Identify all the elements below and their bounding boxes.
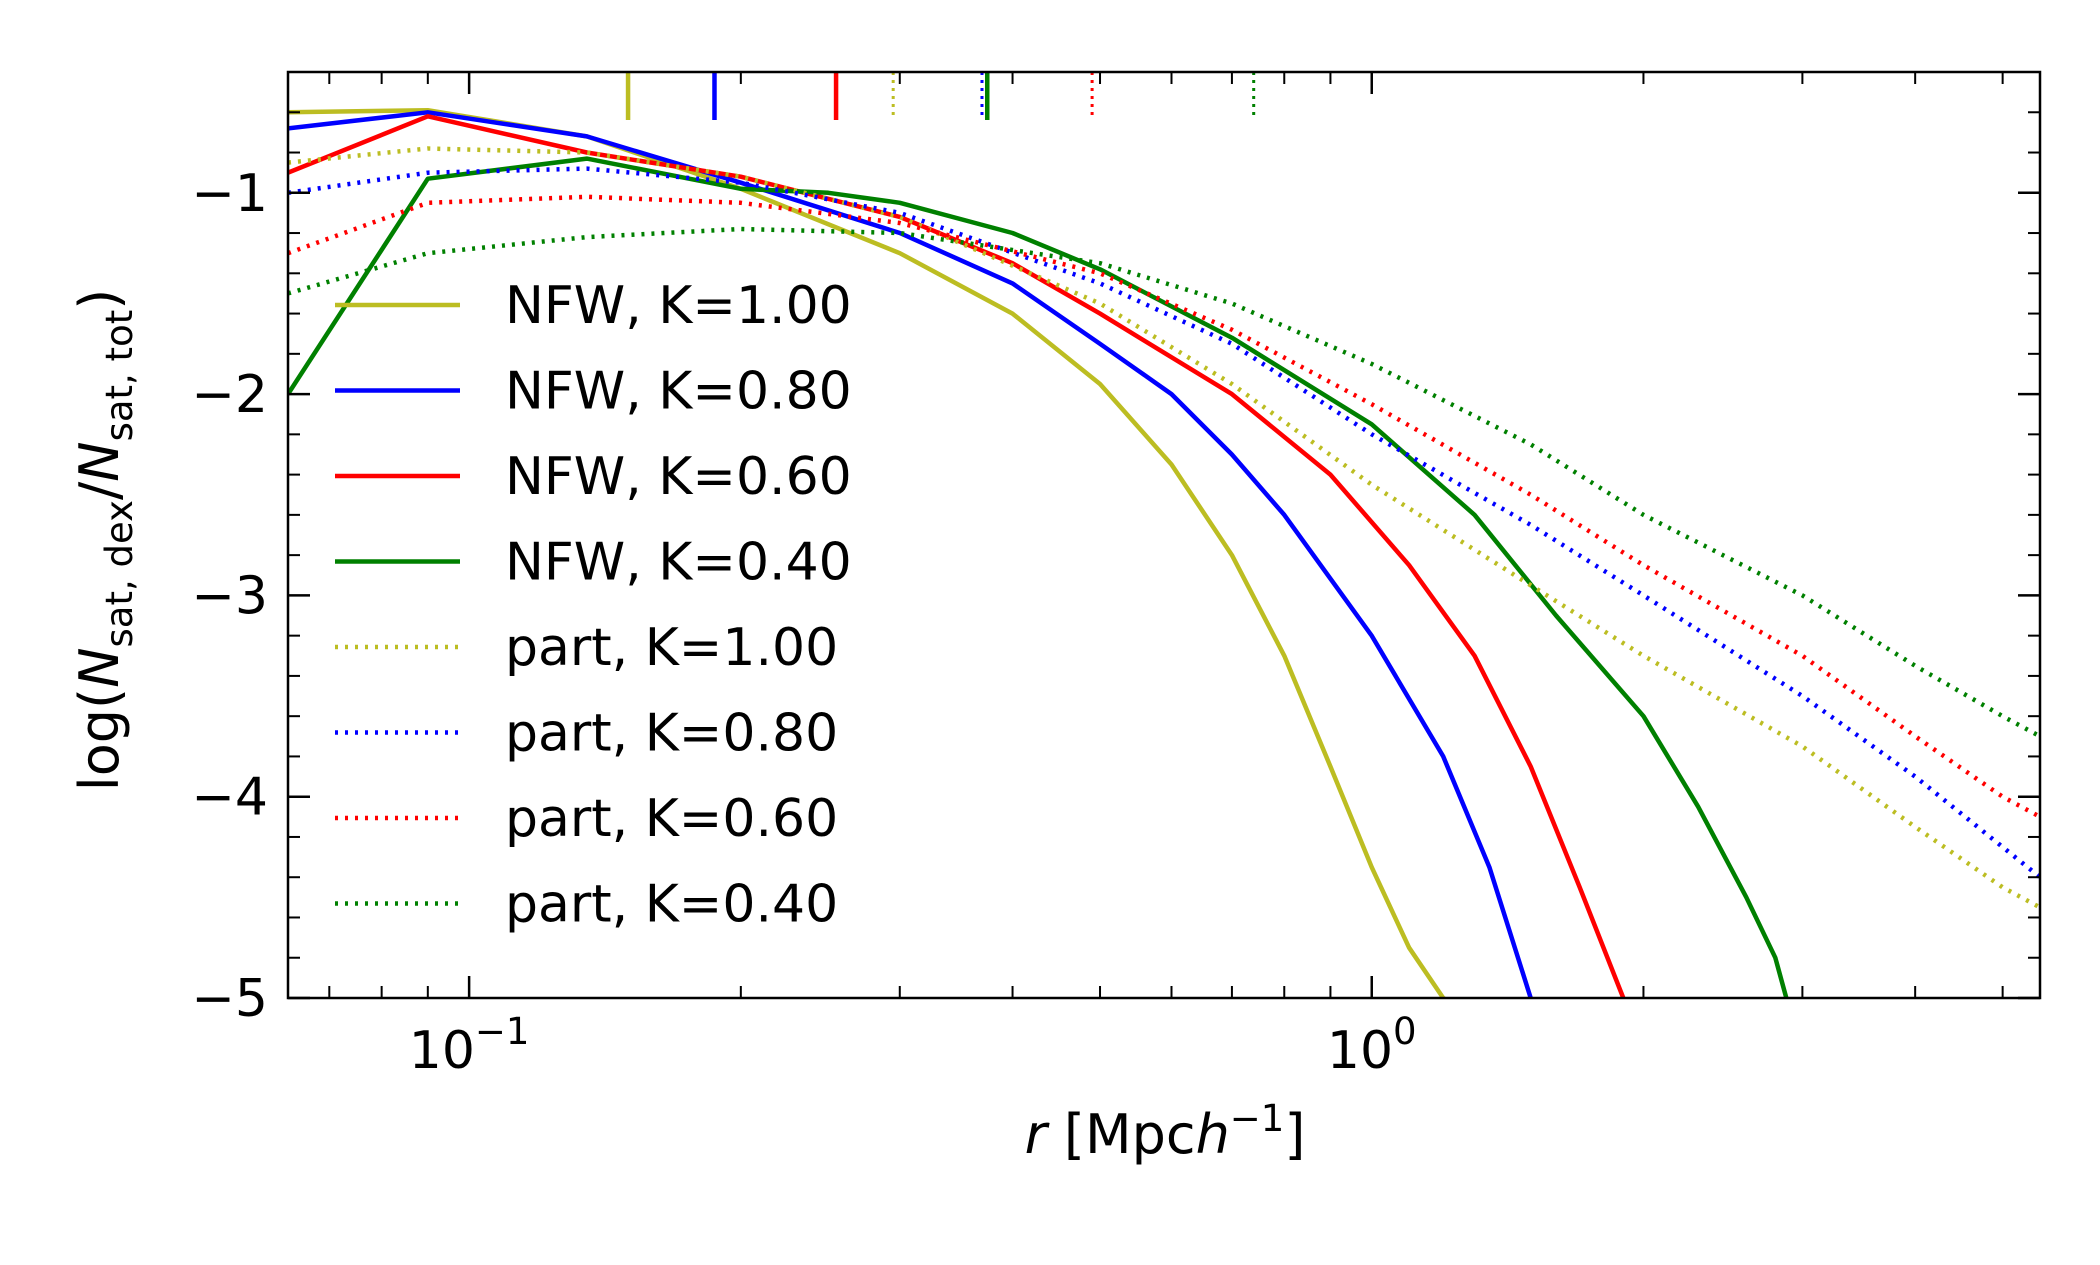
legend-label-6: part, K=0.80	[505, 704, 838, 764]
series-line-4	[288, 156, 1789, 998]
top-marker-layer	[625, 72, 1256, 120]
legend: NFW, K=1.00 NFW, K=0.80 NFW, K=0.60 NFW, K=…	[335, 276, 852, 935]
series-line-6	[288, 166, 2040, 879]
y-tick-label-3: −3	[191, 566, 268, 626]
legend-label-2: NFW, K=0.80	[505, 362, 852, 422]
x-tick-label-2: 100	[1327, 1010, 1417, 1081]
legend-label-5: part, K=1.00	[505, 618, 838, 678]
legend-label-3: NFW, K=0.60	[505, 447, 852, 507]
x-tick-label-1: 10−1	[409, 1010, 530, 1081]
series-line-7	[288, 194, 2040, 819]
tick-layer: −1 −2 −3 −4 −5 10−1 100	[191, 71, 2040, 1081]
x-axis-label: r [Mpch−1]	[1025, 1097, 1306, 1166]
plot-frame	[286, 70, 2042, 1000]
y-tick-label-1: −1	[191, 164, 268, 224]
series-line-8	[288, 226, 2040, 739]
y-tick-label-2: −2	[191, 365, 268, 425]
series-line-3	[288, 114, 1626, 998]
y-axis-label: log(Nsat, dex/Nsat, tot)	[68, 289, 141, 792]
series-line-2	[288, 110, 1534, 998]
y-tick-label-5: −5	[191, 969, 268, 1029]
y-tick-label-4: −4	[191, 768, 268, 828]
series-line-1	[288, 107, 1448, 998]
legend-label-7: part, K=0.60	[505, 789, 838, 849]
legend-label-1: NFW, K=1.00	[505, 276, 852, 336]
series-layer	[288, 107, 2040, 998]
legend-label-4: NFW, K=0.40	[505, 533, 852, 593]
legend-label-8: part, K=0.40	[505, 875, 838, 935]
